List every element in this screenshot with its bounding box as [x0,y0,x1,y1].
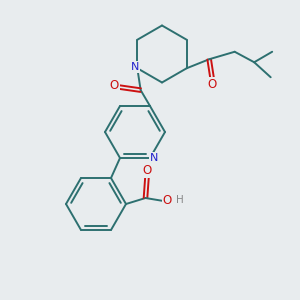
Text: O: O [208,78,217,91]
Text: O: O [163,194,172,207]
Text: H: H [176,195,184,206]
Text: O: O [142,164,152,177]
Text: O: O [110,79,119,92]
Text: N: N [131,62,139,72]
Text: N: N [149,153,158,163]
